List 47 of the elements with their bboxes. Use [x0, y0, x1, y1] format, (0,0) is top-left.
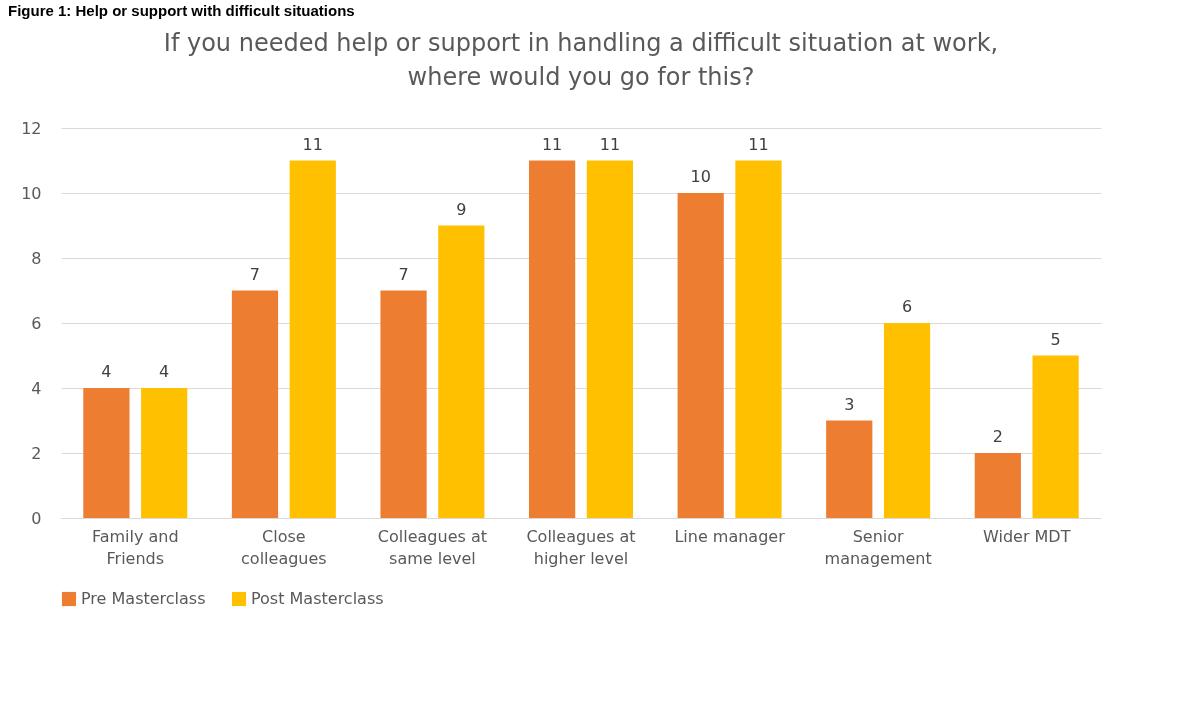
bar [826, 420, 873, 518]
x-tick-label: Colleagues at same level [377, 526, 487, 568]
data-label: 11 [748, 134, 769, 154]
bar [231, 290, 279, 518]
y-tick-label: 0 [31, 508, 42, 528]
data-label: 11 [302, 134, 323, 154]
y-tick-label: 10 [21, 183, 42, 203]
x-tick-label: Line manager [674, 526, 786, 546]
data-label: 3 [844, 394, 855, 414]
caption: Figure 1: Help or support with difficult situations [7, 1, 356, 21]
bar [380, 290, 427, 518]
x-tick-label: Wider MDT [982, 526, 1071, 546]
data-label: 5 [1050, 329, 1061, 349]
legend-label: Post Masterclass [251, 589, 384, 608]
bar [141, 388, 188, 518]
y-tick-label: 4 [31, 378, 42, 398]
bar [438, 225, 485, 518]
bar [735, 160, 782, 518]
bar [677, 193, 724, 518]
data-label: 4 [159, 362, 170, 381]
text: where would you go for this? [407, 63, 755, 91]
y-tick-label: 12 [21, 118, 42, 138]
bar [883, 323, 931, 518]
data-label: 11 [541, 134, 563, 154]
bar [83, 388, 130, 518]
y-tick-label: 8 [31, 248, 42, 268]
y-tick-label: 2 [31, 443, 42, 463]
data-label: 9 [456, 199, 467, 219]
bar [529, 160, 576, 518]
bar [1032, 355, 1079, 518]
data-label: 10 [690, 167, 711, 186]
x-tick-label: Close colleagues [241, 526, 327, 568]
bar [974, 453, 1021, 518]
text: If you needed help or support in handling a difficult situation at work, [163, 29, 999, 57]
data-label: 7 [398, 264, 409, 284]
bar [289, 160, 336, 518]
data-label: 6 [901, 297, 913, 316]
x-tick-label: Senior management [824, 526, 932, 568]
bar [586, 160, 633, 518]
y-tick-label: 6 [31, 313, 42, 333]
legend-label: Pre Masterclass [81, 589, 206, 608]
data-label: 2 [992, 427, 1003, 446]
data-label: 11 [599, 134, 621, 154]
x-tick-label: Family and Friends [91, 526, 179, 568]
data-label: 7 [249, 264, 261, 284]
x-tick-label: Colleagues at higher level [526, 526, 636, 568]
data-label: 4 [101, 362, 112, 381]
